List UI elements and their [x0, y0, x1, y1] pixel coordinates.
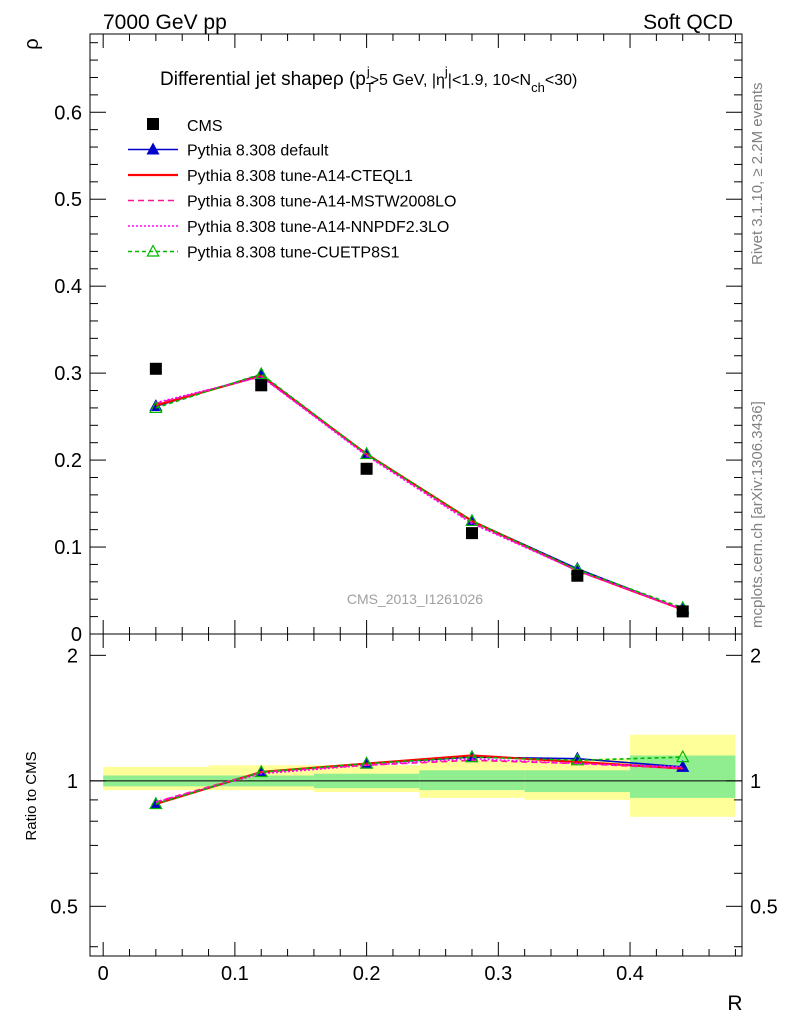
x-tick-label: 0.4: [616, 963, 644, 985]
data-point: [149, 362, 162, 375]
data-point: [571, 569, 584, 582]
mcplots-label: mcplots.cern.ch [arXiv:1306.3436]: [749, 401, 766, 628]
legend-label-cms: CMS: [187, 118, 223, 135]
legend: CMS Pythia 8.308 default Pythia 8.308 tune…: [128, 118, 456, 262]
series-line-main: [155, 374, 684, 611]
series-line-main: [155, 373, 684, 611]
x-axis-label: R: [727, 992, 742, 1015]
legend-marker-cms: [147, 118, 159, 130]
energy-label: 7000 GeV pp: [103, 11, 227, 34]
y-axis-label: ρ: [21, 38, 43, 49]
legend-label: Pythia 8.308 tune-CUETP8S1: [187, 245, 400, 262]
ratio-tick-label-left: 0.5: [50, 896, 78, 918]
series-marker: [359, 446, 374, 460]
category-label: Soft QCD: [643, 11, 733, 34]
series-marker: [465, 749, 479, 763]
uncertainty-bands: [90, 734, 742, 817]
series-marker: [254, 366, 268, 380]
y-tick-label: 0.5: [54, 189, 82, 211]
rivet-label: Rivet 3.1.10, ≥ 2.2M events: [749, 83, 766, 266]
series-marker: [149, 400, 163, 414]
series-line-main: [155, 375, 684, 611]
ratio-band-inner: [419, 770, 525, 791]
y-tick-label: 0.4: [54, 276, 82, 298]
chart-title: Differential jet shapeρ (pTj>5 GeV, |ηj|…: [160, 64, 577, 95]
data-point: [360, 462, 373, 475]
legend-label: Pythia 8.308 tune-A14-MSTW2008LO: [187, 194, 456, 211]
y-tick-label: 0.1: [54, 537, 82, 559]
series-marker: [146, 142, 160, 155]
series-line-main: [155, 375, 684, 611]
analysis-watermark: CMS_2013_I1261026: [347, 591, 483, 607]
data-point: [676, 605, 689, 618]
series-line-main: [155, 373, 684, 609]
ratio-tick-label-right: 0.5: [750, 896, 778, 918]
x-tick-label: 0: [98, 963, 109, 985]
x-tick-label: 0.1: [221, 963, 249, 985]
series-marker: [676, 749, 690, 763]
ratio-tick-label-left: 1: [67, 771, 78, 793]
data-point: [465, 527, 478, 540]
ratio-axis-label: Ratio to CMS: [23, 751, 40, 840]
series-line-ratio: [155, 756, 683, 805]
ratio-series-group: [149, 749, 690, 810]
x-tick-label: 0.3: [484, 963, 512, 985]
series-marker: [359, 756, 374, 769]
ratio-tick-label-right: 1: [750, 771, 761, 793]
x-tick-label: 0.2: [353, 963, 381, 985]
y-tick-label: 0: [71, 624, 82, 646]
series-marker: [146, 244, 160, 257]
y-tick-label: 0.3: [54, 363, 82, 385]
series-marker: [465, 513, 479, 527]
y-tick-label: 0.6: [54, 102, 82, 124]
series-marker: [149, 796, 163, 810]
series-marker: [570, 753, 585, 766]
legend-label: Pythia 8.308 default: [187, 143, 329, 160]
y-tick-label: 0.2: [54, 450, 82, 472]
main-series-group: [149, 362, 690, 618]
axes-group: 0 0.1 0.2 0.3 0.4 0 0.1 0.2 0.3 0.4 0.5 0.6 0.5 0.5 1 1…: [50, 33, 778, 985]
legend-label: Pythia 8.308 tune-A14-CTEQL1: [187, 168, 413, 185]
ratio-tick-label-right: 2: [750, 645, 761, 667]
series-marker: [254, 764, 268, 778]
ratio-plot-frame: [89, 633, 743, 957]
ratio-tick-label-left: 2: [67, 645, 78, 667]
legend-label: Pythia 8.308 tune-A14-NNPDF2.3LO: [187, 219, 449, 236]
data-point: [255, 379, 268, 392]
